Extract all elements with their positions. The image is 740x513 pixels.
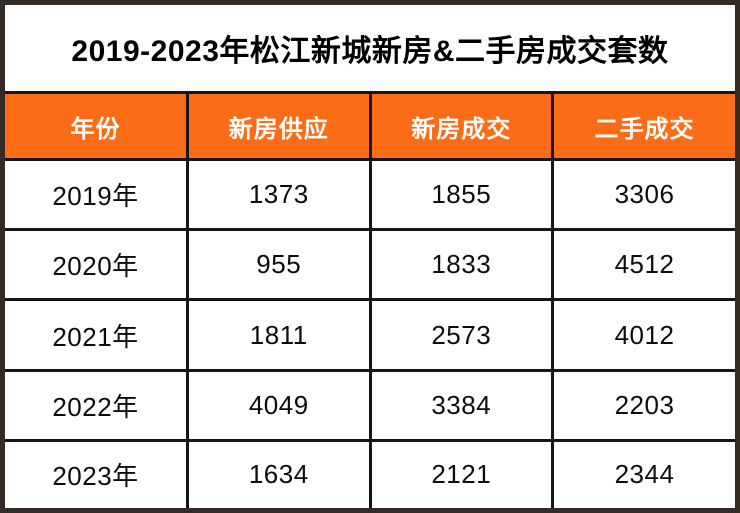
new-supply-cell: 4049 <box>186 368 372 442</box>
new-deals-cell: 1833 <box>368 228 554 302</box>
table-title: 2019-2023年松江新城新房&二手房成交套数 <box>5 5 735 94</box>
year-cell: 2023年 <box>5 438 189 508</box>
column-header-new-supply: 新房供应 <box>186 91 372 161</box>
year-cell: 2021年 <box>5 298 189 372</box>
new-supply-cell: 1811 <box>186 298 372 372</box>
new-deals-cell: 3384 <box>368 368 554 442</box>
new-deals-cell: 1855 <box>368 157 554 232</box>
new-supply-cell: 1634 <box>186 438 372 508</box>
new-deals-cell: 2121 <box>368 438 554 508</box>
housing-data-table: 2019-2023年松江新城新房&二手房成交套数 年份 新房供应 新房成交 二手… <box>5 5 735 508</box>
table-row-2022: 2022年 4049 3384 2203 <box>5 368 735 442</box>
secondhand-deals-cell: 4012 <box>551 298 735 372</box>
year-cell: 2022年 <box>5 368 189 442</box>
table-row-2020: 2020年 955 1833 4512 <box>5 228 735 302</box>
table-row-2019: 2019年 1373 1855 3306 <box>5 157 735 232</box>
secondhand-deals-cell: 2344 <box>551 438 735 508</box>
header-row: 年份 新房供应 新房成交 二手成交 <box>5 91 735 161</box>
new-deals-cell: 2573 <box>368 298 554 372</box>
table-row-2023: 2023年 1634 2121 2344 <box>5 438 735 508</box>
year-cell: 2019年 <box>5 157 189 232</box>
title-row: 2019-2023年松江新城新房&二手房成交套数 <box>5 5 735 94</box>
column-header-secondhand-deals: 二手成交 <box>551 91 735 161</box>
new-supply-cell: 1373 <box>186 157 372 232</box>
secondhand-deals-cell: 2203 <box>551 368 735 442</box>
column-header-new-deals: 新房成交 <box>368 91 554 161</box>
secondhand-deals-cell: 3306 <box>551 157 735 232</box>
year-cell: 2020年 <box>5 228 189 302</box>
secondhand-deals-cell: 4512 <box>551 228 735 302</box>
table-row-2021: 2021年 1811 2573 4012 <box>5 298 735 372</box>
new-supply-cell: 955 <box>186 228 372 302</box>
column-header-year: 年份 <box>5 91 189 161</box>
